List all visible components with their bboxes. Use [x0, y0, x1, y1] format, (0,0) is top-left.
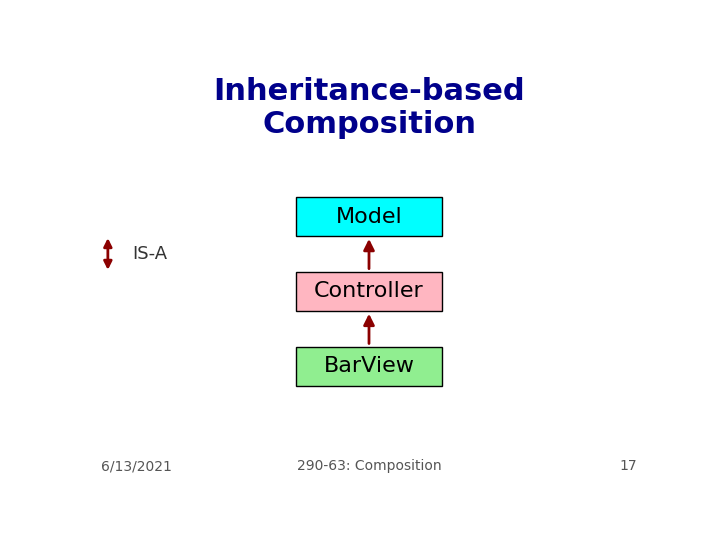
Text: Inheritance-based
Composition: Inheritance-based Composition — [213, 77, 525, 139]
FancyBboxPatch shape — [297, 347, 441, 386]
FancyBboxPatch shape — [297, 272, 441, 311]
Text: 6/13/2021: 6/13/2021 — [101, 459, 172, 473]
Text: 17: 17 — [619, 459, 637, 473]
Text: BarView: BarView — [323, 356, 415, 376]
FancyBboxPatch shape — [297, 197, 441, 237]
Text: Model: Model — [336, 207, 402, 227]
Text: IS-A: IS-A — [132, 245, 167, 263]
Text: 290-63: Composition: 290-63: Composition — [297, 459, 441, 473]
Text: Controller: Controller — [314, 281, 424, 301]
